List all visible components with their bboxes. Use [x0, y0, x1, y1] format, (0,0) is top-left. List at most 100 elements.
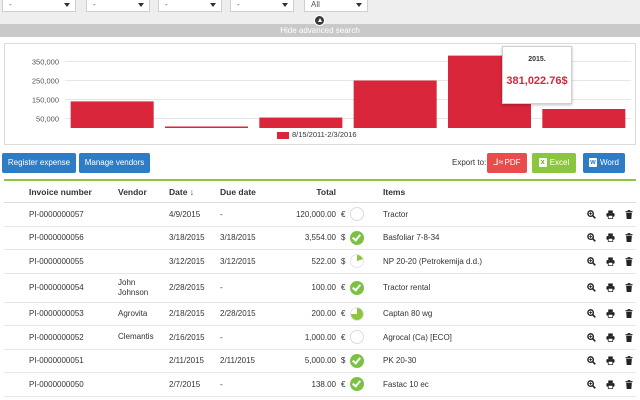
print-icon[interactable]	[605, 379, 616, 390]
table-row[interactable]: PI-0000000053 Agrovita 2/18/2015 2/28/2015 2…	[4, 303, 636, 326]
chart-bar-2012[interactable]	[164, 126, 249, 128]
trash-icon[interactable]	[623, 256, 634, 267]
table-row[interactable]: PI-0000000050 2/7/2015 - 138.00 € Fastac 10 e…	[4, 373, 636, 397]
export-pdf-label: PDF	[504, 158, 521, 167]
pdf-icon: ⅃≈	[493, 157, 504, 168]
register-expense-button[interactable]: Register expense	[2, 153, 76, 173]
chart-legend[interactable]: 8/15/2011-2/3/2016	[277, 130, 357, 139]
manage-vendors-button[interactable]: Manage vendors	[79, 153, 150, 173]
cell-currency: $	[341, 233, 346, 243]
paid-check-icon	[350, 377, 364, 392]
export-excel-label: Excel	[549, 158, 570, 167]
col-date[interactable]: Date ↓	[169, 186, 195, 197]
cell-currency: €	[341, 332, 346, 342]
cell-item: Basfoliar 7-8-34	[383, 233, 440, 243]
filter-select-5[interactable]: All	[304, 0, 368, 12]
print-icon[interactable]	[605, 332, 616, 343]
cell-currency: €	[341, 209, 346, 219]
y-tick-label: 250,000	[32, 77, 59, 86]
export-word-button[interactable]: w Word	[583, 153, 625, 173]
chart-canvas: 50,000 150,000 250,000 350,000	[32, 55, 631, 129]
col-invoice-number[interactable]: Invoice number	[29, 186, 92, 197]
export-pdf-button[interactable]: ⅃≈PDF	[487, 153, 527, 173]
print-icon[interactable]	[605, 308, 616, 319]
export-label: Export to:	[452, 158, 487, 167]
col-total[interactable]: Total	[316, 186, 336, 197]
cell-invoice-number: PI-0000000057	[29, 209, 84, 219]
print-icon[interactable]	[605, 282, 616, 293]
col-due-date[interactable]: Due date	[220, 186, 256, 197]
table-body: PI-0000000057 4/9/2015 - 120,000.00 € Tractor…	[4, 203, 636, 397]
row-actions	[586, 227, 634, 250]
cell-date: 4/9/2015	[169, 209, 201, 219]
print-icon[interactable]	[605, 209, 616, 220]
cell-due-date: -	[220, 283, 223, 292]
cell-date: 3/12/2015	[169, 256, 205, 266]
chart-bar-2011[interactable]	[70, 101, 154, 128]
filter-select-value: -	[93, 0, 96, 9]
trash-icon[interactable]	[623, 332, 634, 343]
table-row[interactable]: PI-0000000056 3/18/2015 3/18/2015 3,554.00 $…	[4, 227, 636, 250]
filter-select-1[interactable]: -	[2, 0, 76, 12]
zoom-icon[interactable]	[586, 256, 597, 267]
zoom-icon[interactable]	[586, 332, 597, 343]
row-actions	[586, 203, 634, 226]
chart-bar-2014[interactable]	[353, 80, 437, 129]
filter-select-2[interactable]: -	[86, 0, 150, 12]
cell-vendor	[118, 350, 164, 373]
hide-advanced-search-button[interactable]: Hide advanced search	[0, 24, 640, 37]
zoom-icon[interactable]	[586, 308, 597, 319]
cell-currency: $	[341, 356, 346, 366]
chart-bar-2013[interactable]	[259, 117, 343, 128]
trash-icon[interactable]	[623, 209, 634, 220]
chevron-up-icon[interactable]	[314, 15, 325, 26]
paid-check-icon	[350, 353, 364, 368]
cell-due-date: 3/18/2015	[220, 233, 256, 243]
table-row[interactable]: PI-0000000051 2/11/2015 2/11/2015 5,000.00 $…	[4, 350, 636, 373]
col-vendor[interactable]: Vendor	[118, 186, 147, 197]
filter-select-value: -	[165, 0, 168, 9]
export-excel-button[interactable]: x Excel	[532, 153, 576, 173]
cell-total: 120,000.00	[295, 209, 336, 219]
table-row[interactable]: PI-0000000057 4/9/2015 - 120,000.00 € Tractor	[4, 203, 636, 227]
cell-invoice-number: PI-0000000050	[29, 379, 84, 389]
paid-check-icon	[350, 230, 364, 245]
zoom-icon[interactable]	[586, 209, 597, 220]
cell-currency: $	[341, 256, 346, 266]
table-row[interactable]: PI-0000000052 Clemantis 2/16/2015 - 1,000.00…	[4, 326, 636, 350]
cell-total: 5,000.00	[304, 356, 336, 366]
cell-vendor	[118, 203, 164, 226]
zoom-icon[interactable]	[586, 232, 597, 243]
filter-select-3[interactable]: -	[158, 0, 222, 12]
cell-item: Captan 80 wg	[383, 309, 433, 319]
cell-item: Agrocal (Ca) [ECO]	[383, 332, 452, 342]
trash-icon[interactable]	[623, 379, 634, 390]
cell-status	[349, 350, 365, 373]
print-icon[interactable]	[605, 256, 616, 267]
chart-tooltip: 2015. 381,022.76$	[502, 46, 572, 104]
trash-icon[interactable]	[623, 355, 634, 366]
print-icon[interactable]	[605, 232, 616, 243]
trash-icon[interactable]	[623, 308, 634, 319]
zoom-icon[interactable]	[586, 379, 597, 390]
table-row[interactable]: PI-0000000055 3/12/2015 3/12/2015 522.00 $ NP…	[4, 250, 636, 274]
expenses-chart: 50,000 150,000 250,000 350,000 2015. 381,02…	[4, 43, 636, 145]
chart-bar-2016[interactable]	[542, 109, 626, 128]
col-items[interactable]: Items	[383, 186, 406, 197]
cell-vendor	[118, 250, 164, 273]
chevron-down-icon	[210, 3, 216, 7]
cell-status	[349, 250, 365, 273]
partial-payment-icon	[350, 254, 364, 269]
table-row[interactable]: PI-0000000054 John Johnson 2/28/2015 - 100.0…	[4, 274, 636, 303]
legend-swatch	[277, 131, 289, 139]
zoom-icon[interactable]	[586, 355, 597, 366]
filter-select-4[interactable]: -	[230, 0, 294, 12]
y-tick-label: 50,000	[36, 115, 59, 124]
print-icon[interactable]	[605, 355, 616, 366]
trash-icon[interactable]	[623, 232, 634, 243]
zoom-icon[interactable]	[586, 282, 597, 293]
trash-icon[interactable]	[623, 282, 634, 293]
cell-item: Fastac 10 ec	[383, 379, 429, 389]
cell-vendor: Agrovita	[118, 308, 148, 318]
chevron-down-icon	[282, 3, 288, 7]
